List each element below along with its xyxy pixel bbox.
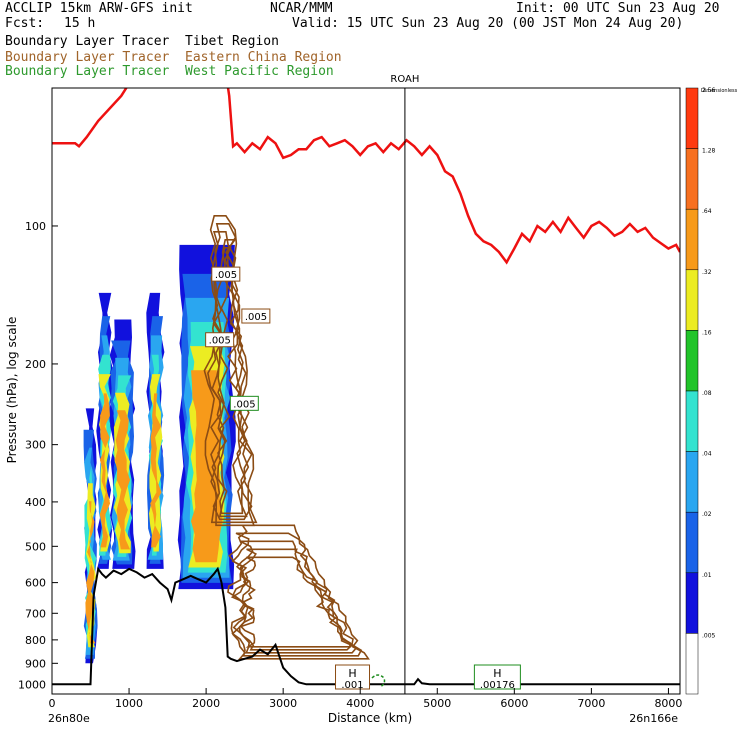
y-tick-label-700: 700	[25, 607, 46, 620]
colorbar-label-5: .16	[702, 329, 712, 336]
y-tick-label-300: 300	[25, 439, 46, 452]
tropopause-line	[52, 0, 680, 262]
x-start-label: 26n80e	[48, 712, 90, 725]
x-axis-title: Distance (km)	[328, 711, 412, 725]
colorbar-swatch-8	[686, 573, 698, 634]
x-tick-label-3000: 3000	[269, 697, 297, 710]
colorbar-label-6: .32	[702, 269, 712, 276]
high-letter-1: H	[493, 667, 501, 680]
y-tick-label-100: 100	[25, 220, 46, 233]
y-tick-label-400: 400	[25, 496, 46, 509]
x-tick-label-2000: 2000	[192, 697, 220, 710]
colorbar-swatch-6	[686, 452, 698, 513]
x-tick-label-1000: 1000	[115, 697, 143, 710]
x-end-label: 26n166e	[629, 712, 678, 725]
colorbar-label-4: .08	[702, 390, 712, 397]
colorbar-swatch-5	[686, 391, 698, 452]
high-value-1: .00176	[480, 680, 515, 691]
colorbar-label-7: .64	[702, 208, 712, 215]
x-tick-label-5000: 5000	[423, 697, 451, 710]
colorbar-swatch-7	[686, 512, 698, 573]
y-tick-label-500: 500	[25, 540, 46, 553]
colorbar-swatch-4	[686, 330, 698, 391]
colorbar-title: Dimensionless	[701, 88, 738, 94]
colorbar-label-1: .01	[702, 572, 712, 579]
colorbar-swatch-1	[686, 149, 698, 210]
x-tick-label-7000: 7000	[577, 697, 605, 710]
colorbar-swatch-3	[686, 270, 698, 331]
china-contour-lower-plume	[240, 549, 352, 650]
x-tick-label-8000: 8000	[654, 697, 682, 710]
colorbar-swatch-2	[686, 209, 698, 270]
plot-frame	[52, 88, 680, 694]
y-tick-label-1000: 1000	[18, 678, 46, 691]
y-axis-title: Pressure (hPa), log scale	[5, 317, 19, 464]
colorbar-label-3: .04	[702, 451, 712, 458]
plot-area	[52, 0, 680, 689]
contour-label-0: .005	[215, 270, 237, 281]
y-tick-label-200: 200	[25, 358, 46, 371]
colorbar-swatch-9	[686, 633, 698, 694]
colorbar-swatch-0	[686, 88, 698, 149]
contour-label-3: .005	[233, 399, 255, 410]
marker-label: ROAH	[390, 74, 419, 85]
y-tick-label-800: 800	[25, 634, 46, 647]
high-letter-0: H	[348, 667, 356, 680]
x-tick-label-6000: 6000	[500, 697, 528, 710]
x-tick-label-0: 0	[49, 697, 56, 710]
colorbar-label-0: .005	[702, 632, 716, 639]
colorbar-label-8: 1.28	[702, 148, 716, 155]
x-tick-label-4000: 4000	[346, 697, 374, 710]
colorbar-label-2: .02	[702, 511, 712, 518]
contour-label-2: .005	[209, 336, 231, 347]
y-tick-label-900: 900	[25, 657, 46, 670]
y-tick-label-600: 600	[25, 577, 46, 590]
contour-label-1: .005	[245, 312, 267, 323]
